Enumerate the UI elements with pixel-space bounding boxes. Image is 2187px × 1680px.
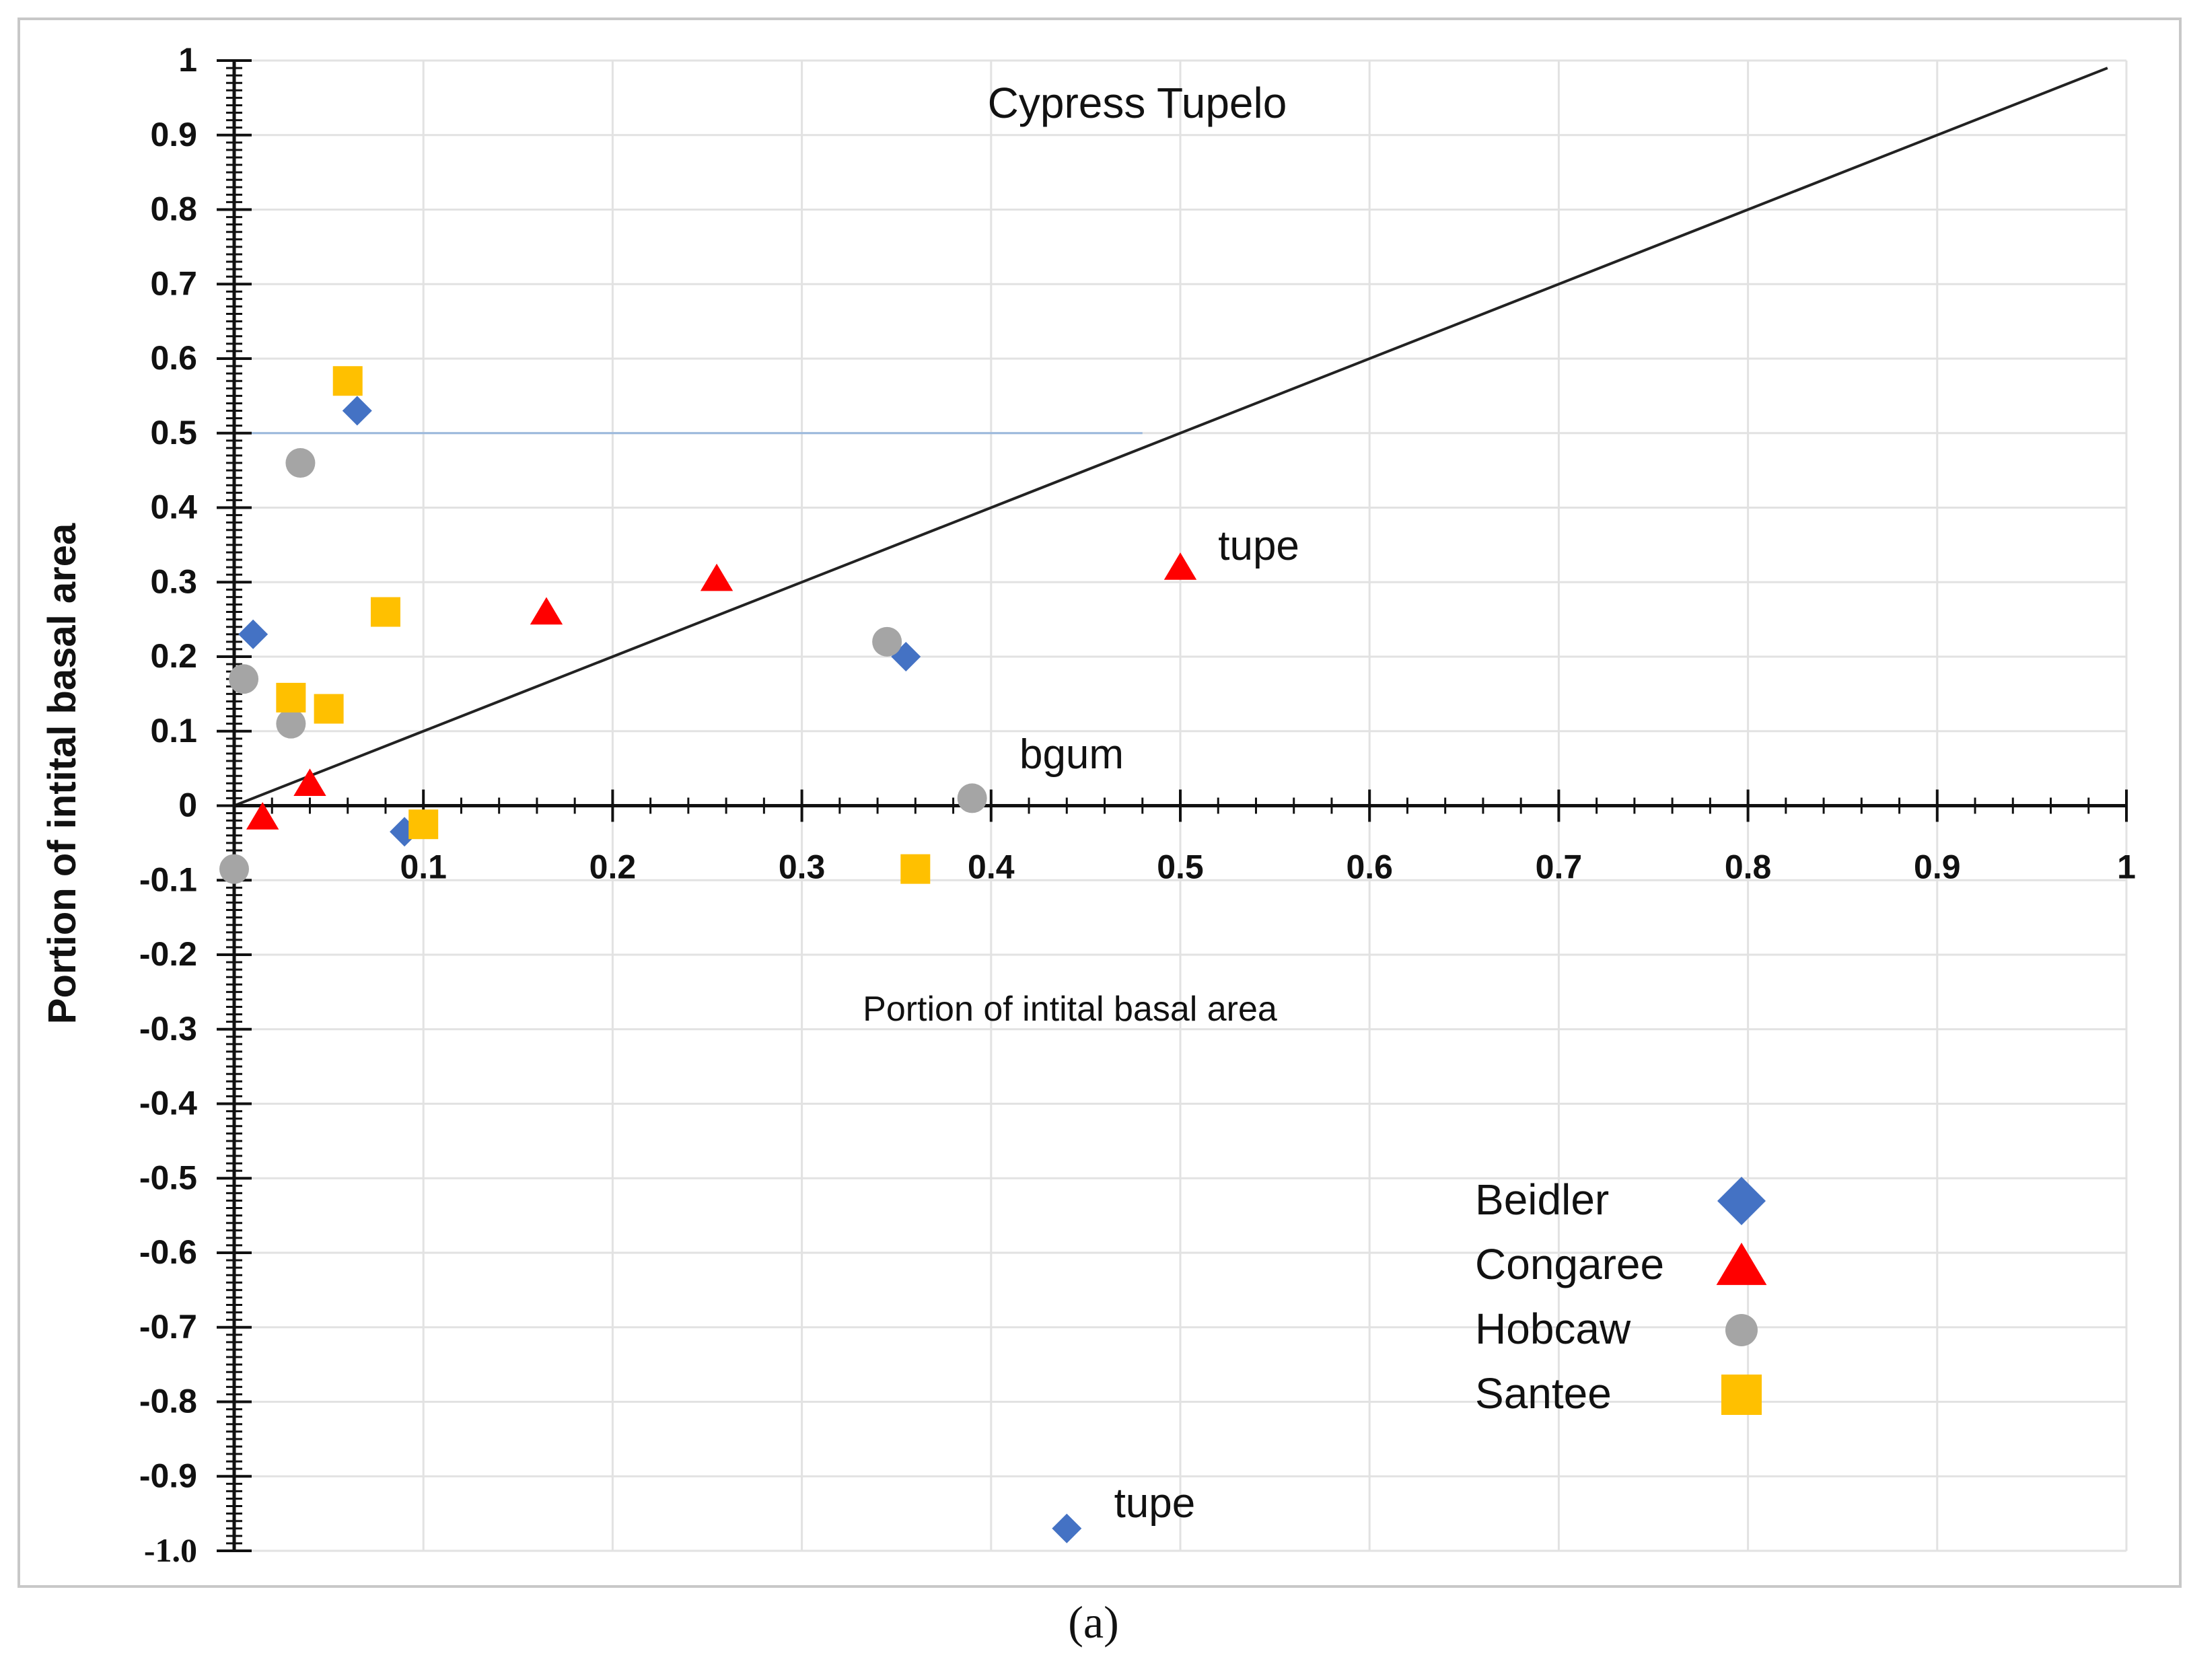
annotation-label: tupe: [1218, 523, 1299, 569]
legend-marker-santee: [1721, 1375, 1762, 1415]
annotations: tupe bgum tupe: [1019, 523, 1299, 1527]
y-axis-label: Portion of intital basal area: [40, 523, 84, 1024]
chart-frame: [17, 17, 2182, 1588]
x-tick-label: 0.3: [779, 848, 826, 886]
x-tick-label: 0.8: [1725, 848, 1772, 886]
legend-marker-beidler: [1717, 1177, 1766, 1225]
y-tick-label: 0.7: [150, 264, 197, 302]
one-to-one-line: [234, 67, 2108, 807]
point-hobcaw: [872, 626, 902, 657]
annotation-label: tupe: [1114, 1480, 1196, 1527]
y-tick-label: -0.5: [139, 1159, 197, 1196]
x-tick-label: 0.6: [1346, 848, 1393, 886]
point-santee: [276, 682, 306, 713]
y-tick-label: 0.6: [150, 339, 197, 377]
y-tick-label: 1: [178, 41, 197, 79]
y-tick-label: 0.2: [150, 637, 197, 675]
y-tick-label: 0.4: [150, 488, 197, 526]
x-tick-label: 0.7: [1536, 848, 1583, 886]
legend-marker-congaree: [1716, 1243, 1767, 1285]
y-tick-label: -0.6: [139, 1233, 197, 1271]
data-points: [219, 366, 1197, 1543]
point-santee: [370, 597, 400, 627]
y-tick-label: -0.8: [139, 1383, 197, 1420]
point-congaree: [246, 802, 279, 830]
tick-labels: 1 0.9 0.8 0.7 0.6 0.5 0.4 0.3 0.2 0.1 0 -0.1 -0.2 -0.…: [139, 41, 2136, 1569]
x-tick-label: 0.5: [1157, 848, 1204, 886]
y-tick-label: 0: [178, 787, 197, 824]
y-tick-label: -0.1: [139, 861, 197, 898]
point-beidler: [238, 619, 268, 649]
point-santee: [900, 854, 931, 884]
point-hobcaw: [285, 448, 316, 478]
y-tick-label: 0.9: [150, 116, 197, 153]
x-tick-label: 0.9: [1914, 848, 1961, 886]
point-congaree: [1163, 552, 1197, 580]
point-hobcaw: [276, 708, 306, 739]
y-tick-label: -0.9: [139, 1457, 197, 1494]
y-tick-label: -0.2: [139, 935, 197, 973]
legend-label-santee: Santee: [1475, 1369, 1612, 1418]
chart-title: Cypress Tupelo: [988, 79, 1287, 127]
legend-label-hobcaw: Hobcaw: [1475, 1305, 1631, 1353]
point-hobcaw: [957, 783, 987, 813]
point-congaree: [530, 597, 563, 625]
point-santee: [408, 809, 439, 840]
point-congaree: [293, 768, 326, 796]
y-tick-label: 0.1: [150, 712, 197, 750]
x-tick-label: 1: [2117, 848, 2136, 886]
point-hobcaw: [229, 664, 259, 694]
y-tick-label: -0.7: [139, 1308, 197, 1346]
point-beidler: [1052, 1513, 1082, 1543]
chart-text: Cypress Tupelo Portion of intital basal …: [40, 79, 1287, 1029]
reference-lines: [234, 67, 2108, 807]
point-hobcaw: [219, 854, 249, 884]
annotation-label: bgum: [1019, 731, 1124, 778]
x-tick-label: 0.1: [400, 848, 447, 886]
x-tick-label: 0.2: [589, 848, 637, 886]
x-tick-label: 0.4: [968, 848, 1015, 886]
point-beidler: [342, 396, 372, 426]
legend-label-congaree: Congaree: [1475, 1240, 1664, 1288]
point-santee: [314, 694, 344, 724]
point-santee: [332, 366, 363, 396]
y-tick-label: 0.3: [150, 562, 197, 600]
legend-marker-hobcaw: [1725, 1314, 1758, 1346]
axes: [217, 59, 2128, 1552]
x-axis-label: Portion of intital basal area: [863, 990, 1277, 1029]
point-congaree: [700, 563, 733, 591]
legend-label-beidler: Beidler: [1475, 1175, 1609, 1224]
y-tick-label: -0.3: [139, 1010, 197, 1048]
y-tick-label: 0.5: [150, 414, 197, 451]
y-tick-label: -1.0: [144, 1531, 197, 1569]
legend: Beidler Congaree Hobcaw Santee: [1475, 1175, 1767, 1418]
y-tick-label: 0.8: [150, 190, 197, 228]
y-tick-label: -0.4: [139, 1085, 197, 1122]
figure-caption: (a): [1068, 1597, 1119, 1648]
